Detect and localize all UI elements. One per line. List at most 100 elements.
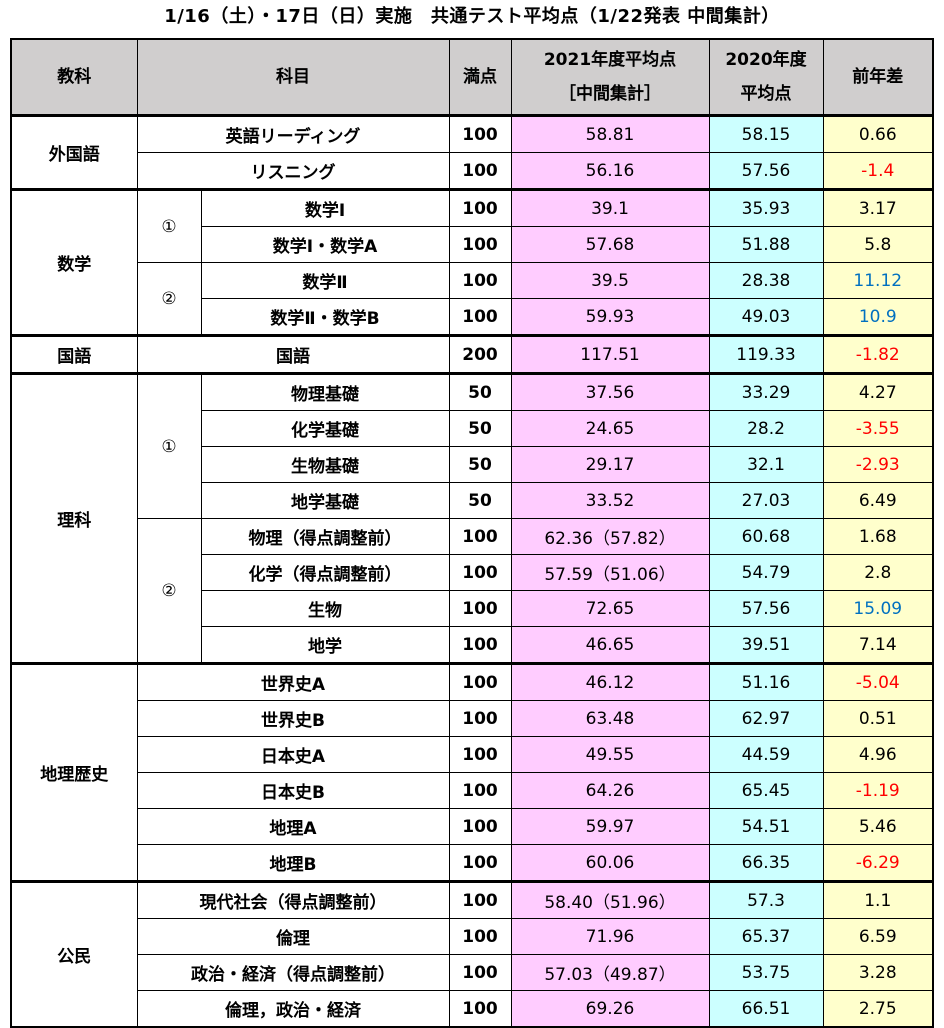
avg-2020-cell: 39.51 [708,626,824,664]
table-row: 生物 100 72.65 57.56 15.09 [11,590,934,627]
avg-2021-cell: 69.26 [510,990,710,1028]
group-mark-1: ① [136,188,202,263]
avg-2020-cell: 57.56 [708,152,824,190]
score-table: 教科 科目 満点 2021年度平均点 ［中間集計］ 2020年度 平均点 前年差 外… [10,38,934,1028]
avg-2021-cell: 64.26 [510,772,710,809]
subject-cell: 現代社会（得点調整前） [136,880,450,919]
header-category: 教科 [10,38,138,116]
avg-2020-cell: 53.75 [708,954,824,991]
avg-2021-cell: 46.12 [510,662,710,701]
diff-cell: 1.1 [822,880,934,919]
header-subject: 科目 [136,38,450,116]
diff-cell: 2.8 [822,554,934,591]
full-score-cell: 50 [448,410,512,447]
avg-2020-cell: 58.15 [708,114,824,153]
subject-cell: 数学Ⅱ [200,262,450,299]
avg-2020-cell: 49.03 [708,298,824,336]
diff-cell: 5.8 [822,226,934,263]
diff-cell: 10.9 [822,298,934,336]
full-score-cell: 100 [448,626,512,664]
full-score-cell: 100 [448,880,512,919]
subject-cell: 倫理，政治・経済 [136,990,450,1028]
diff-cell: 6.49 [822,482,934,519]
full-score-cell: 100 [448,298,512,336]
avg-2020-cell: 35.93 [708,188,824,227]
avg-2020-cell: 54.51 [708,808,824,845]
group-mark-2: ② [136,518,202,664]
diff-cell: 15.09 [822,590,934,627]
avg-2021-cell: 117.51 [510,334,710,374]
full-score-cell: 100 [448,226,512,263]
table-row: 倫理，政治・経済 100 69.26 66.51 2.75 [11,990,934,1028]
table-row: 地学基礎 50 33.52 27.03 6.49 [11,482,934,519]
diff-cell: -1.19 [822,772,934,809]
full-score-cell: 100 [448,518,512,555]
table-row: 化学基礎 50 24.65 28.2 -3.55 [11,410,934,447]
avg-2021-cell: 39.5 [510,262,710,299]
diff-cell: 4.27 [822,372,934,411]
full-score-cell: 100 [448,772,512,809]
avg-2020-cell: 51.88 [708,226,824,263]
table-row: 倫理 100 71.96 65.37 6.59 [11,918,934,955]
page-title: 1/16（土）・17日（日）実施 共通テスト平均点（1/22発表 中間集計） [164,6,780,27]
header-avg-2020-line1: 2020年度 [725,50,807,70]
diff-cell: -5.04 [822,662,934,701]
diff-cell: 2.75 [822,990,934,1028]
category-math: 数学 [10,188,138,336]
avg-2020-cell: 33.29 [708,372,824,411]
full-score-cell: 100 [448,262,512,299]
diff-cell: 3.17 [822,188,934,227]
subject-cell: 倫理 [136,918,450,955]
avg-2021-cell: 57.03（49.87） [510,954,710,991]
table-row: 政治・経済（得点調整前） 100 57.03（49.87） 53.75 3.28 [11,954,934,991]
avg-2020-cell: 119.33 [708,334,824,374]
table-row: 世界史B 100 63.48 62.97 0.51 [11,700,934,737]
diff-cell: 3.28 [822,954,934,991]
subject-cell: 地学 [200,626,450,664]
avg-2021-cell: 46.65 [510,626,710,664]
diff-cell: -6.29 [822,844,934,882]
table-row: 地理B 100 60.06 66.35 -6.29 [11,844,934,882]
avg-2020-cell: 44.59 [708,736,824,773]
table-row: 地理歴史 世界史A 100 46.12 51.16 -5.04 [10,662,934,882]
avg-2021-cell: 58.40（51.96） [510,880,710,919]
avg-2020-cell: 57.56 [708,590,824,627]
subject-cell: 日本史B [136,772,450,809]
diff-cell: 7.14 [822,626,934,664]
full-score-cell: 100 [448,188,512,227]
table-row: 日本史A 100 49.55 44.59 4.96 [11,736,934,773]
table-row: リスニング 100 56.16 57.56 -1.4 [11,152,934,190]
avg-2020-cell: 32.1 [708,446,824,483]
subject-cell: 物理（得点調整前） [200,518,450,555]
avg-2021-cell: 71.96 [510,918,710,955]
table-row: 数学Ⅱ・数学B 100 59.93 49.03 10.9 [11,298,934,336]
diff-cell: -3.55 [822,410,934,447]
avg-2021-cell: 49.55 [510,736,710,773]
group-mark-1: ① [136,372,202,519]
header-avg-2021-line2: ［中間集計］ [559,84,661,104]
avg-2021-cell: 24.65 [510,410,710,447]
subject-cell: 数学Ⅱ・数学B [200,298,450,336]
avg-2021-cell: 63.48 [510,700,710,737]
full-score-cell: 50 [448,446,512,483]
avg-2021-cell: 56.16 [510,152,710,190]
full-score-cell: 100 [448,662,512,701]
avg-2020-cell: 60.68 [708,518,824,555]
table-row: 国語 国語 200 117.51 119.33 -1.82 [10,334,934,374]
diff-cell: 11.12 [822,262,934,299]
header-diff: 前年差 [822,38,934,116]
avg-2020-cell: 66.51 [708,990,824,1028]
table-row: 数学 ① 数学Ⅰ 100 39.1 35.93 3.17 [10,188,934,336]
table-row: 日本史B 100 64.26 65.45 -1.19 [11,772,934,809]
subject-cell: 世界史B [136,700,450,737]
diff-cell: 4.96 [822,736,934,773]
full-score-cell: 100 [448,736,512,773]
full-score-cell: 100 [448,954,512,991]
diff-cell: -2.93 [822,446,934,483]
avg-2020-cell: 51.16 [708,662,824,701]
avg-2020-cell: 57.3 [708,880,824,919]
full-score-cell: 50 [448,372,512,411]
avg-2021-cell: 62.36（57.82） [510,518,710,555]
avg-2021-cell: 58.81 [510,114,710,153]
category-foreign: 外国語 [10,114,138,190]
